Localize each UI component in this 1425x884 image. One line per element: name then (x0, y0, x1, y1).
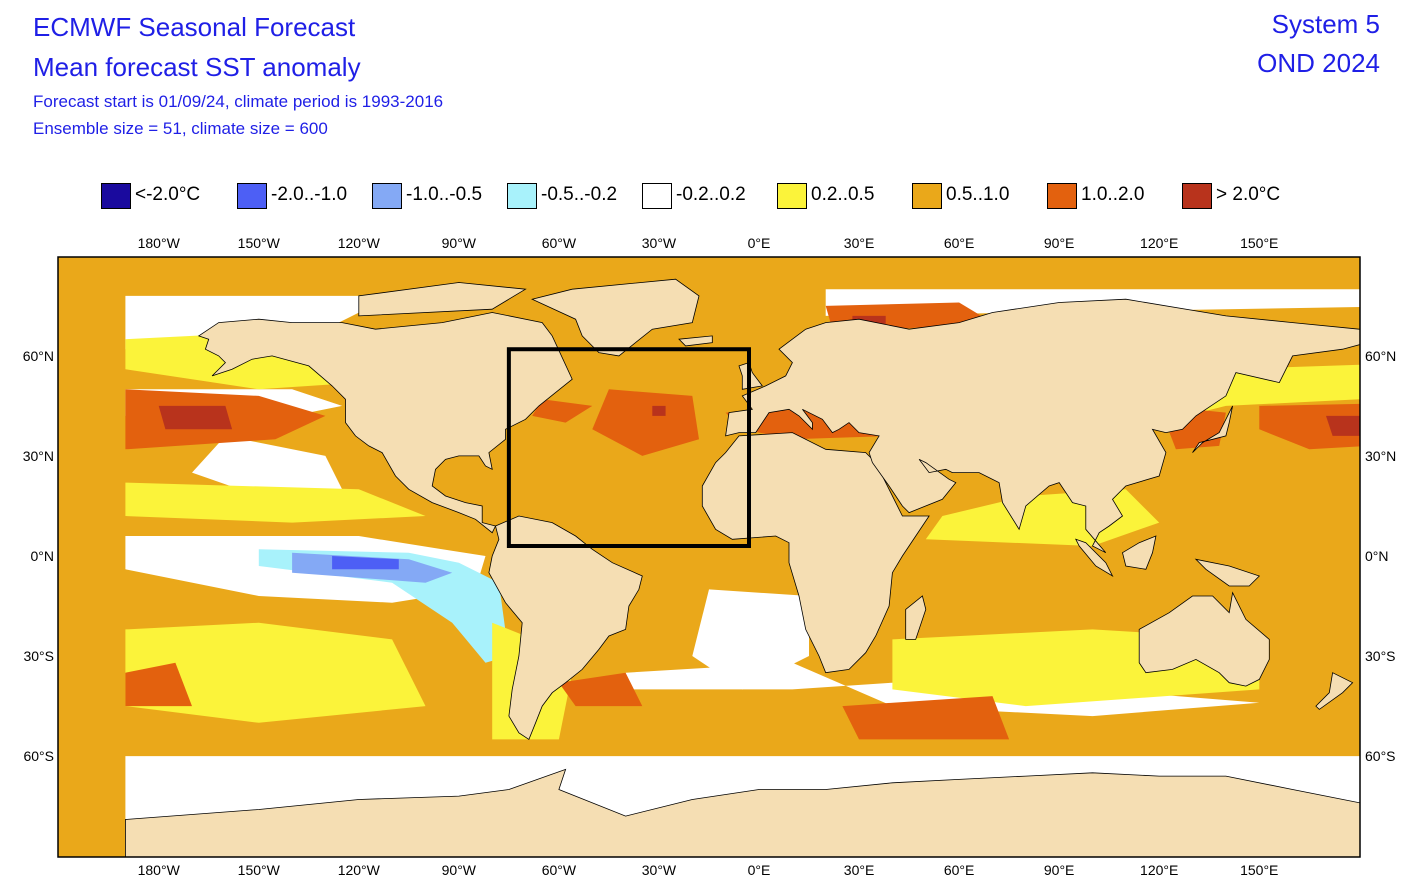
period-label: OND 2024 (1257, 48, 1380, 78)
anomaly-patch (842, 696, 1010, 740)
lon-tick-top: 150°E (1240, 235, 1278, 251)
lon-tick-bottom: 90°W (442, 862, 477, 878)
land-mass (701, 432, 930, 674)
legend-label: -1.0..-0.5 (406, 184, 483, 205)
land-mass (1192, 405, 1233, 453)
anomaly-patch (592, 389, 699, 456)
land-mass (1122, 535, 1157, 570)
map-field (58, 257, 1360, 857)
lat-tick-right: 30°S (1365, 648, 1396, 664)
land-mass (358, 282, 527, 317)
anomaly-patch (1326, 415, 1360, 436)
map-title: ECMWF Seasonal Forecast (33, 12, 356, 42)
map-frame (57, 256, 1361, 858)
lon-tick-bottom: 150°E (1240, 862, 1278, 878)
anomaly-patch (558, 672, 643, 707)
legend-label: -0.5..-0.2 (541, 184, 618, 205)
land-mass (1074, 538, 1114, 578)
lon-tick-bottom: 60°W (542, 862, 577, 878)
legend-swatch (372, 183, 402, 209)
lon-tick-bottom: 30°E (844, 862, 875, 878)
land-mass (1315, 672, 1354, 710)
lat-tick-left: 60°N (23, 348, 54, 364)
legend-label: 0.5..1.0 (946, 184, 1010, 205)
anomaly-patch (258, 549, 509, 663)
lon-tick-top: 60°W (542, 235, 577, 251)
system-label: System 5 (1271, 9, 1380, 39)
anomaly-patch (652, 405, 666, 416)
anomaly-patch (332, 556, 399, 570)
legend-label: 0.2..0.5 (811, 184, 875, 205)
legend-swatch (237, 183, 267, 209)
forecast-info: Forecast start is 01/09/24, climate peri… (33, 92, 444, 111)
anomaly-patch (125, 482, 426, 523)
lon-tick-top: 150°W (238, 235, 281, 251)
legend-swatch (1182, 183, 1212, 209)
anomaly-patch (125, 662, 192, 707)
lon-tick-top: 90°W (442, 235, 477, 251)
lat-tick-left: 60°S (23, 748, 54, 764)
lon-tick-top: 30°E (844, 235, 875, 251)
anomaly-patch (158, 405, 233, 430)
lon-tick-top: 180°W (138, 235, 181, 251)
anomaly-patch (125, 622, 426, 723)
lon-tick-bottom: 30°W (642, 862, 677, 878)
anomaly-patch (532, 399, 593, 423)
land-mass (531, 278, 700, 357)
lon-tick-bottom: 0°E (748, 862, 771, 878)
anomaly-patch (1259, 403, 1360, 450)
anomaly-patch (192, 435, 343, 496)
lat-tick-right: 60°N (1365, 348, 1396, 364)
lon-tick-bottom: 120°E (1140, 862, 1178, 878)
lat-tick-left: 30°S (23, 648, 54, 664)
legend-label: <-2.0°C (135, 184, 201, 205)
lat-tick-right: 0°N (1365, 548, 1389, 564)
lat-tick-left: 0°N (31, 548, 55, 564)
lon-tick-top: 60°E (944, 235, 975, 251)
land-mass (488, 515, 643, 741)
lon-tick-top: 120°E (1140, 235, 1178, 251)
lat-tick-left: 30°N (23, 448, 54, 464)
legend-label: > 2.0°C (1216, 184, 1281, 205)
lon-tick-top: 0°E (748, 235, 771, 251)
map-subtitle: Mean forecast SST anomaly (33, 52, 361, 82)
legend-swatch (642, 183, 672, 209)
lon-tick-top: 120°W (338, 235, 381, 251)
lon-tick-bottom: 60°E (944, 862, 975, 878)
lon-tick-top: 30°W (642, 235, 677, 251)
lat-tick-right: 60°S (1365, 748, 1396, 764)
legend-swatch (777, 183, 807, 209)
lon-tick-bottom: 150°W (238, 862, 281, 878)
lon-tick-bottom: 90°E (1044, 862, 1075, 878)
land-mass (905, 595, 927, 640)
legend-swatch (507, 183, 537, 209)
land-mass (197, 312, 573, 534)
land-mass (1138, 591, 1270, 687)
legend-label: -0.2..0.2 (676, 184, 746, 205)
region-box (506, 347, 751, 548)
land-mass (678, 335, 713, 347)
legend-label: 1.0..2.0 (1081, 184, 1145, 205)
lon-tick-bottom: 120°W (338, 862, 381, 878)
lon-tick-bottom: 180°W (138, 862, 181, 878)
legend-label: -2.0..-1.0 (271, 184, 348, 205)
land-mass (725, 298, 1360, 554)
ensemble-info: Ensemble size = 51, climate size = 600 (33, 119, 328, 138)
legend-swatch (1047, 183, 1077, 209)
legend-swatch (101, 183, 131, 209)
land-mass (1194, 558, 1261, 587)
lon-tick-top: 90°E (1044, 235, 1075, 251)
legend-swatch (912, 183, 942, 209)
lat-tick-right: 30°N (1365, 448, 1396, 464)
